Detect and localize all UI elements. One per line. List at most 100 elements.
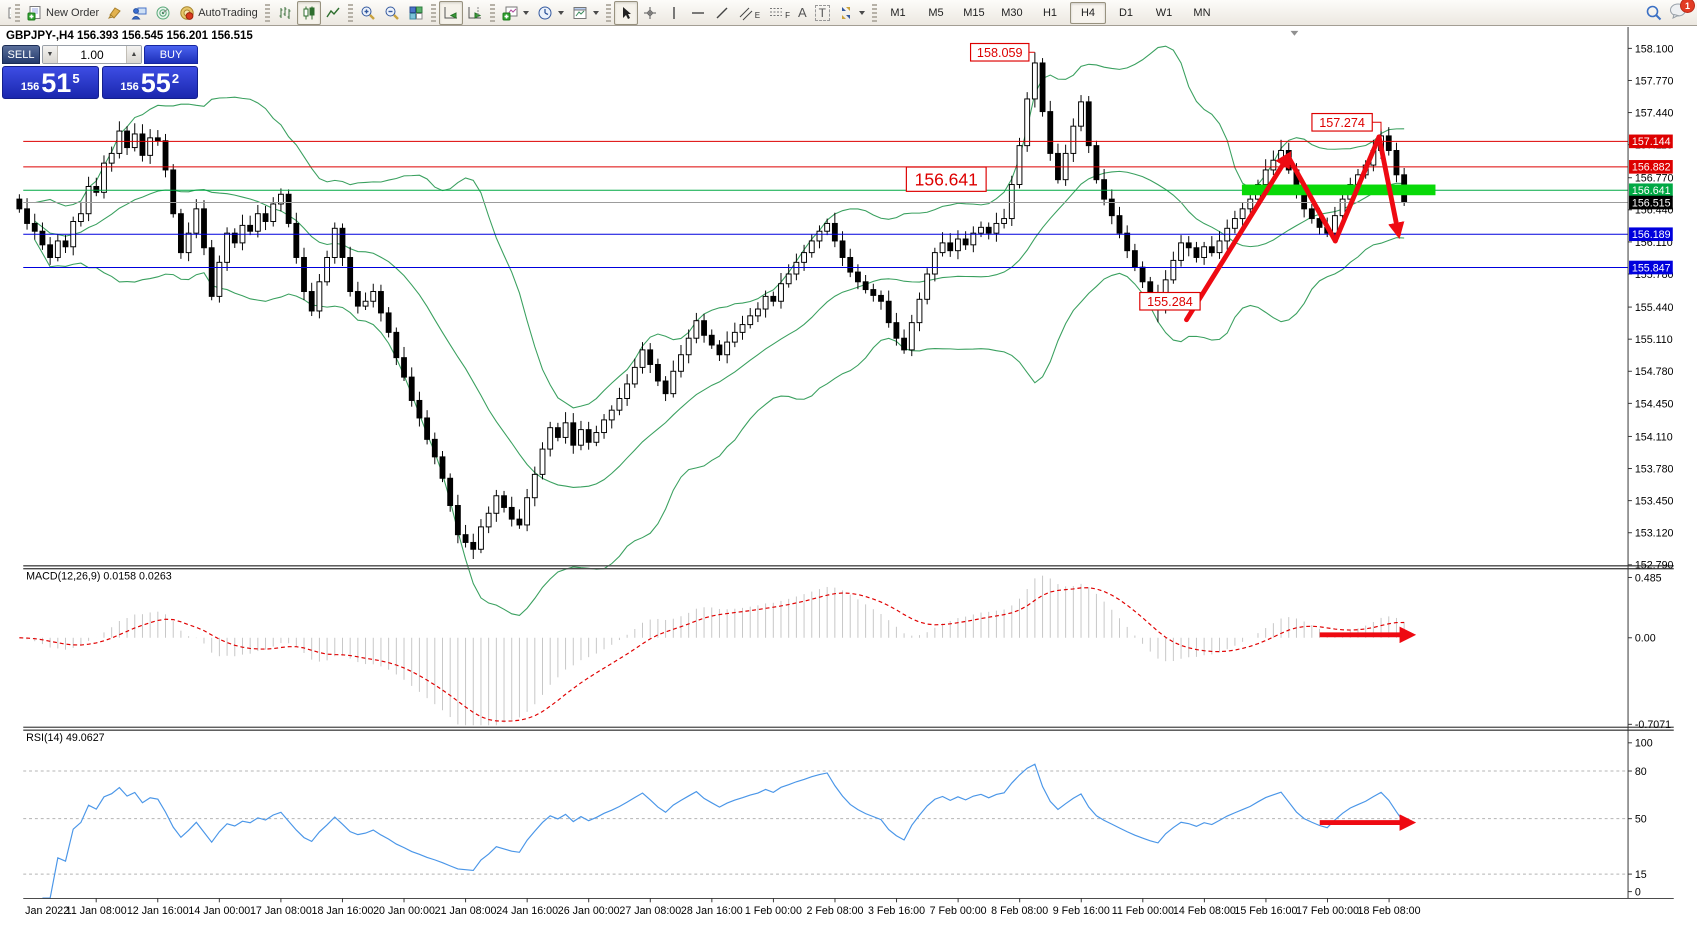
timeframe-button-m15[interactable]: M15 [963,6,985,19]
green-resistance-zone[interactable] [1241,184,1436,196]
price-axis[interactable]: 158.100157.770157.440157.110156.770156.4… [1627,26,1674,899]
vertical-line-tool-button[interactable] [662,1,686,25]
time-tick-label: 7 Feb 00:00 [930,905,987,917]
candle [1178,242,1184,261]
candle [339,227,346,258]
bar-chart-button[interactable] [273,1,297,25]
label-tool-button[interactable]: T [811,1,834,25]
candle [947,242,954,252]
annotation-price-label[interactable]: 158.059 [969,42,1030,62]
sell-button[interactable]: SELL [2,45,40,64]
volume-down-button[interactable]: ▼ [43,46,58,63]
timeframe-button-m1[interactable]: M1 [890,6,906,19]
timeframe-button-mn[interactable]: MN [1193,6,1211,19]
annotation-price-label[interactable]: 155.284 [1139,291,1201,311]
sell-price-big: 51 [41,68,72,98]
candle [670,370,677,395]
candle [47,244,54,258]
rsi-axis-label: 100 [1635,738,1653,750]
text-tool-button[interactable]: A [794,1,811,25]
price-tick-label: 153.780 [1635,463,1674,475]
rsi-label: RSI(14) 49.0627 [26,732,104,744]
timeframe-button-w1[interactable]: W1 [1155,6,1173,19]
price-tick-label: 154.450 [1635,398,1674,410]
candle [1078,101,1084,127]
timeframe-button-m5[interactable]: M5 [928,6,944,19]
macd-axis-label: -0.7071 [1635,719,1671,731]
chart-icon [8,7,11,18]
candle [978,226,984,234]
autotrading-button[interactable]: AutoTrading [175,1,262,25]
candle [416,399,423,419]
arrows-tool-button[interactable] [834,1,869,25]
auto-scroll-button[interactable] [438,0,463,25]
sell-price-box[interactable]: 156 51 5 [2,66,99,99]
clipped-toolbar-button[interactable] [2,1,12,25]
candlestick-chart-button[interactable] [296,0,321,25]
tile-windows-button[interactable] [404,1,428,25]
trendline-tool-button[interactable] [710,1,734,25]
candle [831,222,838,242]
candle [1201,246,1208,258]
chart-canvas[interactable]: 158.059 157.274 156.641 155.284 MACD(12,26,9… [0,26,1697,949]
search-icon[interactable] [1645,4,1663,22]
text-tool-icon: A [797,5,807,20]
chart-shift-marker[interactable] [1290,30,1299,36]
candle [885,300,892,324]
new-order-button[interactable]: New Order [23,1,103,25]
timeframe-button-m30[interactable]: M30 [1001,6,1023,19]
rsi-line [42,763,1405,899]
line-chart-button[interactable] [321,1,345,25]
chart-shift-button[interactable] [463,1,487,25]
candle [693,320,700,339]
timeframe-button-h1[interactable]: H1 [1042,6,1057,19]
zoom-in-button[interactable] [356,1,380,25]
crosshair-tool-button[interactable] [638,1,662,25]
timeframe-group: M1 M5 M15 M30 H1 H4 D1 W1 MN [880,1,1220,24]
templates-button[interactable] [568,1,603,25]
fibonacci-tool-button[interactable]: F [764,1,794,25]
annotation-price-label[interactable]: 157.274 [1311,112,1373,132]
data-window-button[interactable] [151,1,175,25]
candle [1385,135,1392,151]
horizontal-line-tool-button[interactable] [686,1,710,25]
candle [908,322,915,351]
candle [93,185,100,193]
indicators-button[interactable] [498,1,533,25]
symbol-title: GBPJPY-,H4 156.393 156.545 156.201 156.5… [6,30,253,42]
notifications-button[interactable]: 1 [1669,0,1695,23]
annotation-price-label[interactable]: 156.641 [905,166,987,192]
timeframe-button-d1[interactable]: D1 [1118,6,1133,19]
time-tick-label: 14 Feb 08:00 [1173,905,1236,917]
candle [931,252,938,275]
volume-stepper: ▼ ▲ [42,45,142,64]
price-badge-text: 156.882 [1632,162,1671,174]
candle [31,222,38,232]
cursor-tool-button[interactable] [613,0,638,25]
styler-button[interactable] [103,1,127,25]
price-tick-label: 153.450 [1635,496,1674,508]
periods-button[interactable] [533,1,568,25]
candle [924,273,931,300]
buy-price-box[interactable]: 156 55 2 [101,66,198,99]
candle [754,308,761,317]
timeframe-button-h4[interactable]: H4 [1069,1,1106,24]
volume-up-button[interactable]: ▲ [126,46,141,63]
toolbar-grip [15,3,20,22]
volume-input[interactable] [58,46,126,63]
buy-button[interactable]: BUY [144,45,198,64]
candle [1247,198,1254,210]
zoom-out-button[interactable] [380,1,404,25]
trend-zigzag-arrows[interactable] [1184,134,1405,323]
channel-tool-button[interactable]: E [734,1,764,25]
toolbar: New Order AutoTrading [0,0,1697,26]
candle [1339,198,1346,217]
horizontal-line-icon [691,11,704,14]
candle [147,137,154,156]
time-tick-label: 20 Jan 00:00 [373,905,435,917]
candle [1308,208,1315,220]
market-watch-button[interactable] [127,1,151,25]
channel-sub-label: E [754,11,761,20]
candle [24,208,30,224]
